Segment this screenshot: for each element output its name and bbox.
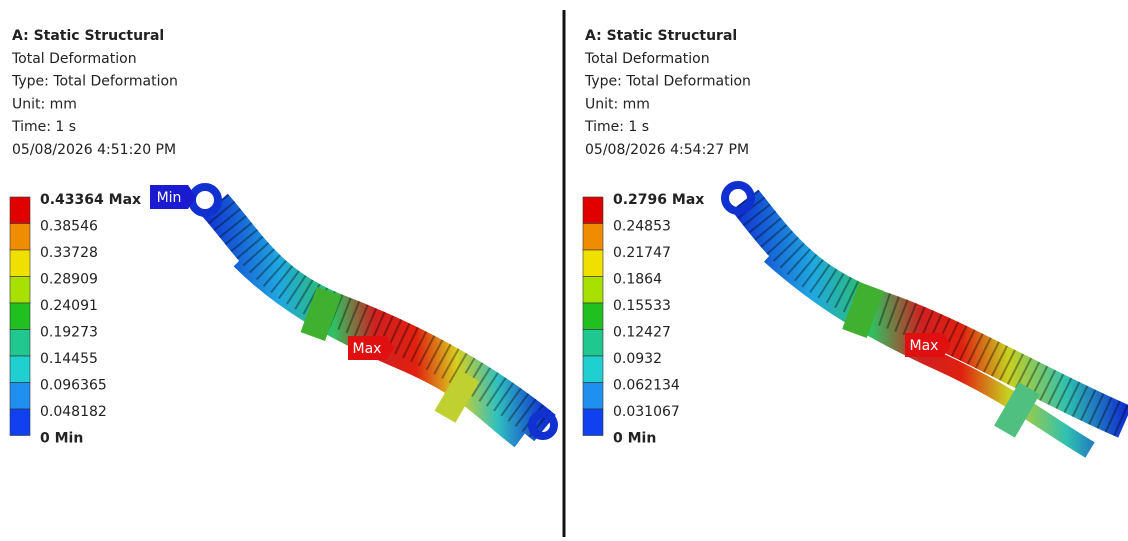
panel-info: Total Deformation	[584, 51, 710, 67]
panel-info: Type: Total Deformation	[584, 74, 751, 90]
legend-label: 0.048182	[40, 404, 107, 420]
legend-swatch	[583, 409, 603, 436]
legend-swatch	[10, 197, 30, 224]
legend-swatch	[583, 277, 603, 304]
probe-label: Max	[910, 338, 939, 354]
legend-swatch	[10, 303, 30, 330]
panel-info: Total Deformation	[11, 51, 137, 67]
legend-label: 0.096365	[40, 378, 107, 394]
probe-label: Max	[353, 341, 382, 357]
panel-info: 05/08/2026 4:51:20 PM	[12, 142, 176, 158]
legend-swatch	[10, 224, 30, 251]
legend-swatch	[583, 303, 603, 330]
legend-label: 0.43364 Max	[40, 192, 141, 208]
panel-info: Type: Total Deformation	[11, 74, 178, 90]
panel-info: Time: 1 s	[11, 119, 76, 135]
panel-title: A: Static Structural	[12, 28, 164, 44]
legend-label: 0.28909	[40, 272, 98, 288]
panel-info: Time: 1 s	[584, 119, 649, 135]
legend-label: 0.24853	[613, 219, 671, 235]
legend-label: 0.12427	[613, 325, 671, 341]
legend-swatch	[10, 277, 30, 304]
legend-label: 0.33728	[40, 245, 98, 261]
panel-info: 05/08/2026 4:54:27 PM	[585, 142, 749, 158]
probe-label: Min	[157, 190, 182, 206]
legend-label: 0.0932	[613, 351, 662, 367]
legend-label: 0 Min	[613, 431, 656, 447]
legend-swatch	[10, 383, 30, 410]
legend-swatch	[10, 356, 30, 383]
legend-swatch	[10, 409, 30, 436]
legend-swatch	[10, 330, 30, 357]
legend-label: 0.1864	[613, 272, 662, 288]
legend-label: 0.062134	[613, 378, 680, 394]
legend-label: 0.15533	[613, 298, 671, 314]
panel-title: A: Static Structural	[585, 28, 737, 44]
legend-label: 0.031067	[613, 404, 680, 420]
legend-label: 0.21747	[613, 245, 671, 261]
legend-swatch	[583, 330, 603, 357]
panel-info: Unit: mm	[12, 96, 77, 112]
panel-info: Unit: mm	[585, 96, 650, 112]
legend-swatch	[583, 224, 603, 251]
legend-label: 0.19273	[40, 325, 98, 341]
legend-label: 0 Min	[40, 431, 83, 447]
result-viewer: A: Static Structural Total Deformation Typ…	[0, 0, 1128, 537]
legend-label: 0.38546	[40, 219, 98, 235]
legend-swatch	[583, 356, 603, 383]
legend-swatch	[583, 383, 603, 410]
legend-swatch	[583, 197, 603, 224]
legend-swatch	[583, 250, 603, 277]
legend-swatch	[10, 250, 30, 277]
legend-label: 0.14455	[40, 351, 98, 367]
legend-label: 0.24091	[40, 298, 98, 314]
legend-label: 0.2796 Max	[613, 192, 704, 208]
